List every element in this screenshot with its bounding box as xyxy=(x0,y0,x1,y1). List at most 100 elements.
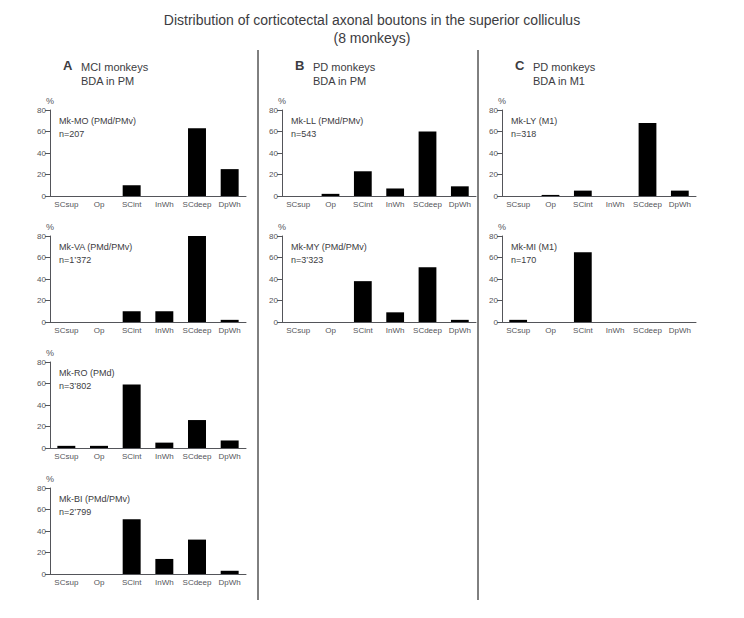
svg-text:20: 20 xyxy=(489,170,498,179)
svg-text:Mk-LL (PMd/PMv): Mk-LL (PMd/PMv) xyxy=(291,116,363,126)
svg-text:SCint: SCint xyxy=(122,326,142,335)
svg-text:Mk-MI (M1): Mk-MI (M1) xyxy=(511,242,557,252)
svg-text:20: 20 xyxy=(37,170,46,179)
svg-text:SCsup: SCsup xyxy=(54,452,79,461)
svg-text:Op: Op xyxy=(325,326,336,335)
svg-text:60: 60 xyxy=(37,253,46,262)
svg-text:%: % xyxy=(498,222,506,232)
svg-text:C: C xyxy=(515,58,525,73)
svg-text:Op: Op xyxy=(94,326,105,335)
svg-text:SCsup: SCsup xyxy=(54,200,79,209)
svg-text:InWh: InWh xyxy=(606,326,625,335)
svg-text:Op: Op xyxy=(94,578,105,587)
svg-text:MCI monkeys: MCI monkeys xyxy=(81,61,149,73)
svg-text:n=3’323: n=3’323 xyxy=(291,255,323,265)
svg-text:SCint: SCint xyxy=(353,326,373,335)
svg-text:40: 40 xyxy=(489,149,498,158)
svg-text:60: 60 xyxy=(489,253,498,262)
svg-text:SCint: SCint xyxy=(353,200,373,209)
svg-text:SCdeep: SCdeep xyxy=(413,326,442,335)
svg-text:SCsup: SCsup xyxy=(506,326,531,335)
svg-text:InWh: InWh xyxy=(155,326,174,335)
svg-text:60: 60 xyxy=(269,127,278,136)
svg-text:Mk-VA (PMd/PMv): Mk-VA (PMd/PMv) xyxy=(59,242,132,252)
svg-text:InWh: InWh xyxy=(155,452,174,461)
svg-text:Mk-MY (PMd/PMv): Mk-MY (PMd/PMv) xyxy=(291,242,367,252)
svg-text:n=543: n=543 xyxy=(291,129,316,139)
svg-text:0: 0 xyxy=(494,192,499,201)
svg-text:SCint: SCint xyxy=(573,200,593,209)
svg-text:SCdeep: SCdeep xyxy=(183,578,212,587)
svg-text:60: 60 xyxy=(489,127,498,136)
svg-text:%: % xyxy=(278,96,286,106)
svg-text:0: 0 xyxy=(42,318,47,327)
svg-text:BDA in PM: BDA in PM xyxy=(313,75,366,87)
svg-text:SCdeep: SCdeep xyxy=(183,200,212,209)
svg-text:SCint: SCint xyxy=(122,452,142,461)
svg-text:DpWh: DpWh xyxy=(449,326,471,335)
svg-text:80: 80 xyxy=(37,484,46,493)
svg-text:%: % xyxy=(46,222,54,232)
svg-text:80: 80 xyxy=(269,106,278,115)
svg-text:(8 monkeys): (8 monkeys) xyxy=(333,30,410,46)
svg-text:60: 60 xyxy=(269,253,278,262)
svg-text:SCsup: SCsup xyxy=(54,326,79,335)
svg-text:SCdeep: SCdeep xyxy=(183,326,212,335)
svg-text:%: % xyxy=(46,96,54,106)
svg-text:InWh: InWh xyxy=(155,200,174,209)
svg-text:80: 80 xyxy=(269,232,278,241)
svg-text:Op: Op xyxy=(94,200,105,209)
svg-text:Op: Op xyxy=(94,452,105,461)
svg-text:SCdeep: SCdeep xyxy=(633,200,662,209)
svg-text:%: % xyxy=(498,96,506,106)
svg-text:PD monkeys: PD monkeys xyxy=(533,61,596,73)
svg-text:SCdeep: SCdeep xyxy=(183,452,212,461)
svg-text:n=1’372: n=1’372 xyxy=(59,255,91,265)
svg-text:InWh: InWh xyxy=(386,200,405,209)
svg-text:40: 40 xyxy=(37,401,46,410)
svg-text:n=3’802: n=3’802 xyxy=(59,381,91,391)
svg-text:40: 40 xyxy=(269,275,278,284)
svg-text:20: 20 xyxy=(269,170,278,179)
svg-text:DpWh: DpWh xyxy=(219,578,241,587)
svg-text:SCint: SCint xyxy=(122,578,142,587)
svg-text:n=207: n=207 xyxy=(59,129,84,139)
svg-text:Distribution of corticotectal: Distribution of corticotectal axonal bou… xyxy=(164,12,580,28)
svg-text:40: 40 xyxy=(37,149,46,158)
svg-text:Mk-LY (M1): Mk-LY (M1) xyxy=(511,116,557,126)
svg-text:80: 80 xyxy=(37,106,46,115)
svg-text:40: 40 xyxy=(269,149,278,158)
svg-text:SCdeep: SCdeep xyxy=(413,200,442,209)
svg-text:DpWh: DpWh xyxy=(219,326,241,335)
svg-text:InWh: InWh xyxy=(155,578,174,587)
svg-text:20: 20 xyxy=(37,422,46,431)
svg-text:n=2’799: n=2’799 xyxy=(59,507,91,517)
svg-text:DpWh: DpWh xyxy=(219,200,241,209)
svg-text:Mk-RO (PMd): Mk-RO (PMd) xyxy=(59,368,115,378)
svg-text:n=318: n=318 xyxy=(511,129,536,139)
svg-text:20: 20 xyxy=(269,296,278,305)
svg-text:%: % xyxy=(46,348,54,358)
svg-text:80: 80 xyxy=(37,358,46,367)
svg-text:80: 80 xyxy=(489,106,498,115)
svg-text:SCint: SCint xyxy=(573,326,593,335)
svg-text:%: % xyxy=(46,474,54,484)
svg-text:60: 60 xyxy=(37,505,46,514)
svg-text:DpWh: DpWh xyxy=(449,200,471,209)
svg-text:0: 0 xyxy=(42,192,47,201)
svg-text:20: 20 xyxy=(37,296,46,305)
svg-text:Op: Op xyxy=(325,200,336,209)
svg-text:DpWh: DpWh xyxy=(219,452,241,461)
svg-text:SCsup: SCsup xyxy=(286,326,311,335)
svg-text:Op: Op xyxy=(545,326,556,335)
svg-text:%: % xyxy=(278,222,286,232)
svg-text:InWh: InWh xyxy=(386,326,405,335)
svg-text:0: 0 xyxy=(274,192,279,201)
svg-text:20: 20 xyxy=(37,548,46,557)
svg-text:60: 60 xyxy=(37,127,46,136)
svg-text:60: 60 xyxy=(37,379,46,388)
svg-text:SCint: SCint xyxy=(122,200,142,209)
svg-text:80: 80 xyxy=(489,232,498,241)
svg-text:InWh: InWh xyxy=(606,200,625,209)
svg-text:40: 40 xyxy=(489,275,498,284)
